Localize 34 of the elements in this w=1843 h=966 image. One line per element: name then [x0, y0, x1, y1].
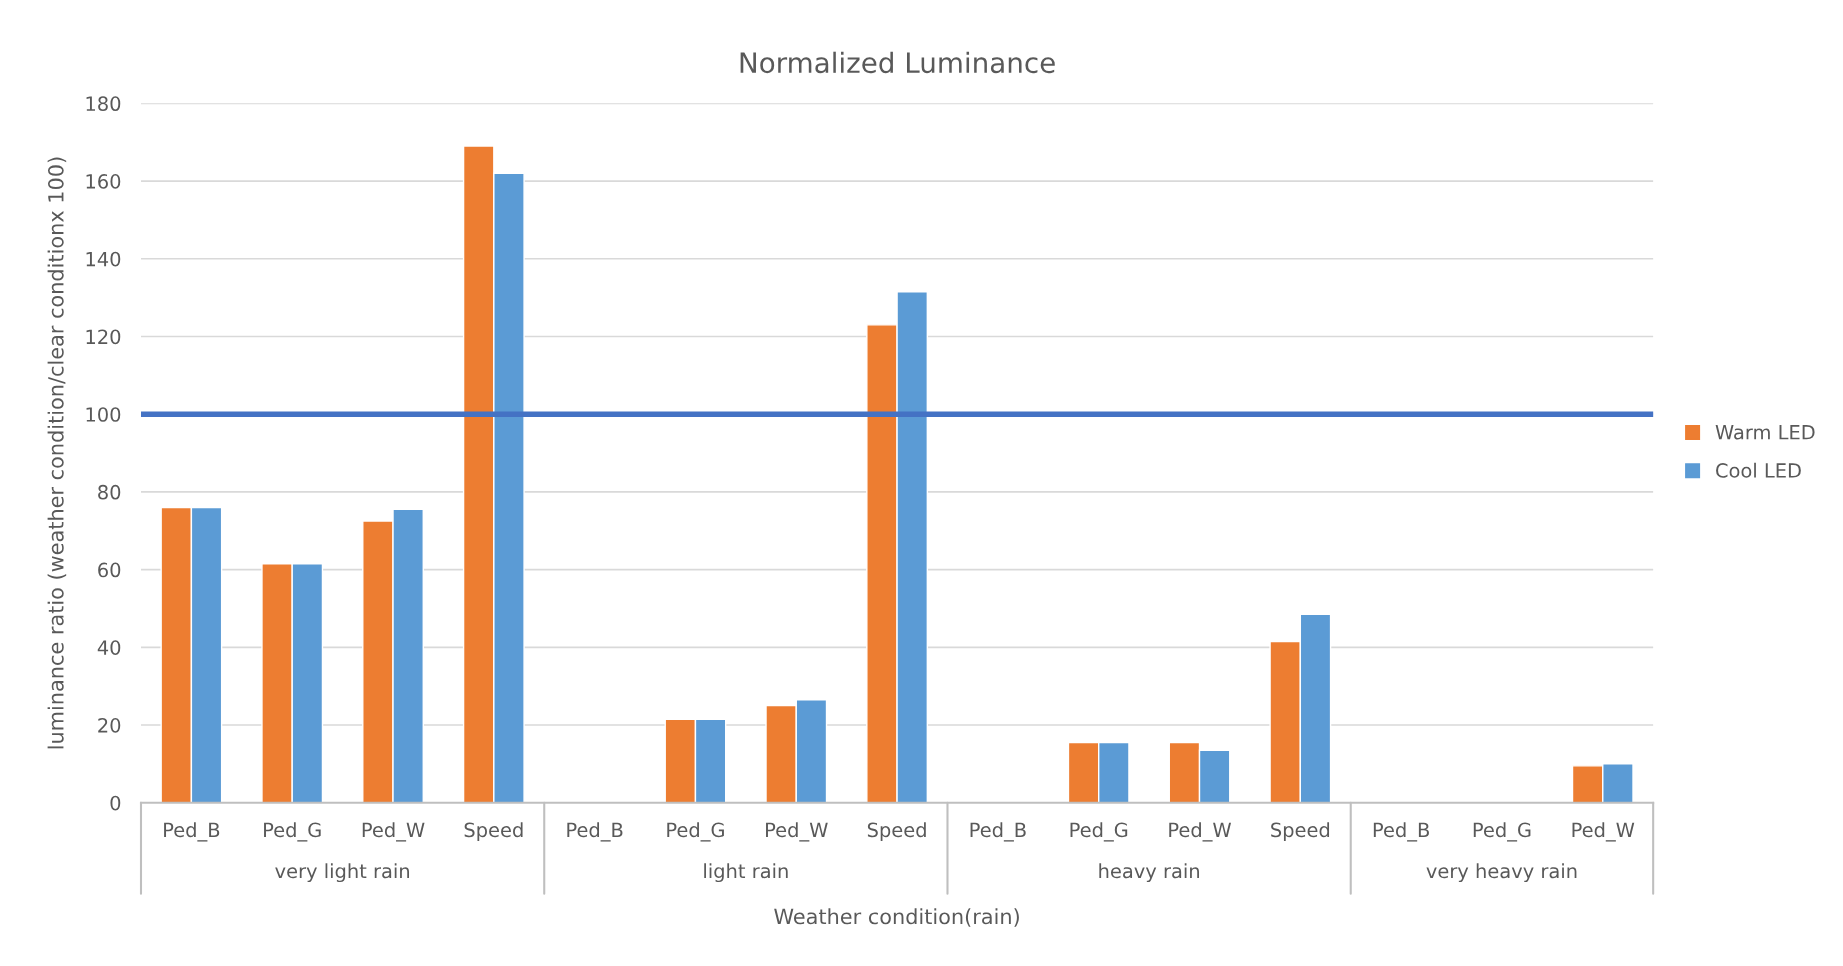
x-tick-label: Ped_G — [264, 822, 321, 842]
x-tick-label: Ped_B — [164, 822, 220, 842]
legend-label: Cool LED — [1716, 462, 1801, 478]
y-tick-label: 160 — [86, 174, 121, 189]
legend-label: Warm LED — [1715, 425, 1815, 440]
y-tick-label: 140 — [86, 251, 121, 267]
y-tick-label: 60 — [98, 562, 121, 578]
x-tick-label: Ped_W — [1169, 822, 1232, 842]
y-tick-label: 80 — [98, 484, 121, 500]
text: light rain — [704, 863, 788, 883]
x-tick-label: Speed — [464, 822, 523, 842]
text: very light rain — [275, 863, 409, 883]
text: very heavy rain — [1426, 863, 1577, 883]
x-axis-title: Weather condition(rain) — [774, 908, 1019, 927]
x-tick-label: Ped_G — [667, 822, 724, 842]
x-tick-label: Ped_W — [1572, 822, 1635, 842]
y-tick-label: 0 — [110, 795, 121, 811]
x-tick-label: Ped_B — [567, 822, 623, 842]
y-tick-label: 100 — [86, 407, 121, 422]
x-tick-label: Ped_B — [970, 822, 1026, 842]
text: heavy rain — [1099, 863, 1199, 883]
x-tick-label: Ped_G — [1070, 822, 1128, 842]
y-tick-label: 20 — [98, 717, 121, 733]
x-tick-label: Ped_B — [1373, 822, 1429, 842]
x-tick-label: Speed — [867, 822, 926, 842]
chart-title: Normalized Luminance — [740, 51, 1055, 74]
y-tick-label: 40 — [97, 640, 121, 655]
x-tick-label: Ped_G — [1473, 822, 1531, 842]
y-tick-label: 120 — [86, 329, 121, 345]
x-tick-label: Ped_W — [362, 822, 425, 842]
x-tick-label: Ped_W — [766, 822, 828, 842]
y-axis-title: luminance ratio (weather condition/clear conditionx 100) — [47, 157, 67, 749]
x-tick-label: Speed — [1271, 822, 1330, 842]
y-tick-label: 180 — [86, 96, 121, 112]
